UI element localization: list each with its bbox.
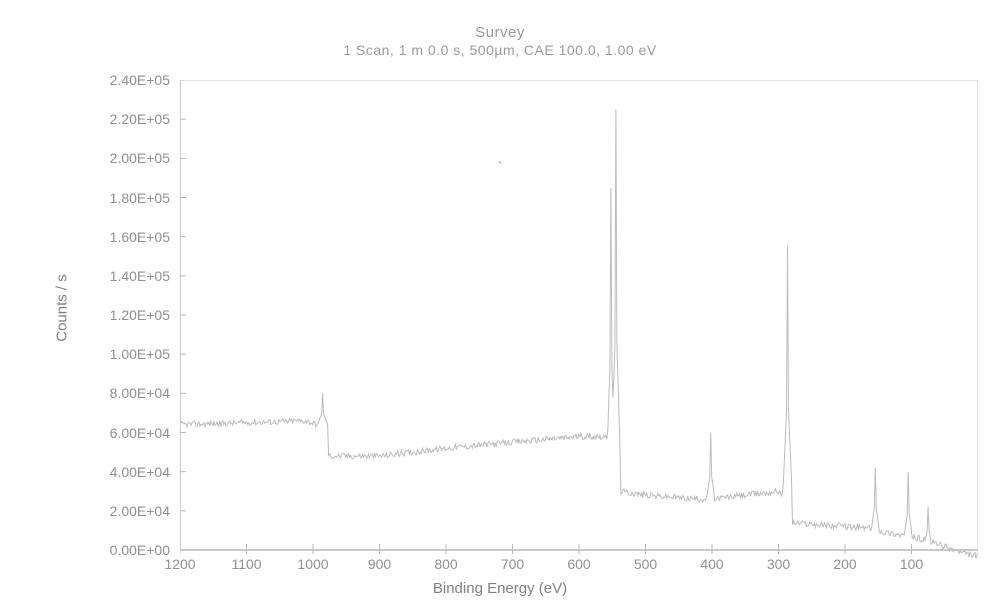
svg-text:՝: ՝ <box>497 161 502 178</box>
x-tick-label: 1200 <box>164 556 195 572</box>
plot-area: ՝ 0.00E+002.00E+044.00E+046.00E+048.00E+… <box>180 80 978 550</box>
y-tick-label: 1.40E+05 <box>60 268 170 284</box>
y-tick-label: 4.00E+04 <box>60 464 170 480</box>
chart-subtitle: 1 Scan, 1 m 0.0 s, 500µm, CAE 100.0, 1.0… <box>0 42 1000 58</box>
x-tick-label: 600 <box>567 556 590 572</box>
y-tick-label: 2.20E+05 <box>60 111 170 127</box>
xps-survey-chart: { "title": "Survey", "subtitle": "1 Scan… <box>0 0 1000 615</box>
x-tick-label: 1000 <box>297 556 328 572</box>
x-tick-label: 1100 <box>231 556 261 572</box>
y-tick-label: 8.00E+04 <box>60 385 170 401</box>
x-axis-label: Binding Energy (eV) <box>0 580 1000 597</box>
y-tick-label: 1.60E+05 <box>60 229 170 245</box>
x-tick-label: 100 <box>900 556 923 572</box>
x-tick-label: 800 <box>434 556 457 572</box>
x-tick-label: 700 <box>501 556 524 572</box>
chart-svg: ՝ <box>180 80 978 570</box>
x-tick-label: 900 <box>368 556 391 572</box>
y-tick-label: 2.00E+05 <box>60 150 170 166</box>
x-tick-label: 500 <box>634 556 657 572</box>
chart-title: Survey <box>0 24 1000 41</box>
x-tick-label: 300 <box>767 556 790 572</box>
y-tick-label: 1.00E+05 <box>60 346 170 362</box>
y-tick-label: 0.00E+00 <box>60 542 170 558</box>
y-tick-label: 6.00E+04 <box>60 425 170 441</box>
x-tick-label: 200 <box>833 556 856 572</box>
y-tick-label: 1.20E+05 <box>60 307 170 323</box>
x-tick-label: 400 <box>700 556 723 572</box>
y-tick-label: 2.40E+05 <box>60 72 170 88</box>
y-tick-label: 2.00E+04 <box>60 503 170 519</box>
y-tick-label: 1.80E+05 <box>60 190 170 206</box>
